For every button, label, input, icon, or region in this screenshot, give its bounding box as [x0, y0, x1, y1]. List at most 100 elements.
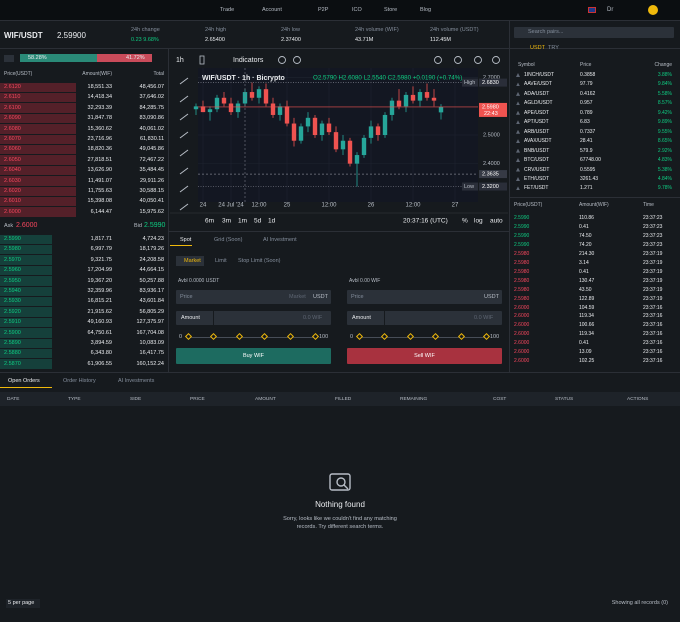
- user-avatar[interactable]: Dr: [607, 7, 614, 13]
- form-tab[interactable]: Spot: [180, 237, 192, 243]
- order-type[interactable]: Limit: [215, 258, 227, 264]
- amount-input[interactable]: [176, 311, 331, 325]
- slider-step[interactable]: [482, 332, 491, 341]
- order-amount: 32,359.96: [87, 288, 112, 294]
- favorite-icon[interactable]: [516, 186, 520, 191]
- sell-ratio-label: 41.72%: [126, 55, 145, 61]
- market-symbol[interactable]: APT/USDT: [524, 119, 549, 126]
- slider-step[interactable]: [184, 332, 193, 341]
- scale-option[interactable]: log: [474, 218, 483, 225]
- order-total: 48,456.07: [139, 84, 164, 90]
- market-tab[interactable]: TRY: [548, 45, 559, 51]
- slider-step[interactable]: [210, 332, 218, 341]
- nav-item[interactable]: P2P: [318, 7, 329, 13]
- market-price: 67748.00: [580, 157, 601, 164]
- order-price: 2.5990: [4, 236, 21, 242]
- view-toggle[interactable]: [4, 55, 14, 62]
- market-symbol[interactable]: BNB/USDT: [524, 147, 550, 154]
- nav-item[interactable]: ICO: [352, 7, 362, 13]
- slider-step[interactable]: [261, 332, 269, 341]
- market-symbol[interactable]: APE/USDT: [524, 109, 550, 116]
- x-tick-label: 26: [368, 203, 375, 209]
- orders-tab[interactable]: AI Investments: [118, 378, 155, 384]
- orders-tab[interactable]: Order History: [63, 378, 96, 384]
- slider-step[interactable]: [311, 332, 320, 341]
- indicators-button[interactable]: Indicators: [233, 57, 264, 64]
- market-symbol[interactable]: ETH/USDT: [524, 175, 549, 182]
- slider-step[interactable]: [432, 332, 440, 341]
- scale-option[interactable]: %: [462, 218, 468, 225]
- sell-button[interactable]: Sell WIF: [347, 348, 502, 364]
- table-column: TYPE: [68, 397, 81, 402]
- slider-step[interactable]: [406, 332, 414, 341]
- trade-amount: 13.09: [579, 349, 592, 356]
- per-page[interactable]: 5 per page: [8, 600, 35, 606]
- order-total: 83,090.86: [139, 115, 164, 122]
- order-amount: 18,551.33: [87, 84, 112, 90]
- trade-price: 2.5980: [514, 250, 530, 257]
- amount-select[interactable]: [176, 311, 214, 325]
- favorite-icon[interactable]: [516, 73, 520, 77]
- column-header: Amount(WIF): [579, 202, 609, 208]
- order-price: 2.6100: [4, 104, 21, 111]
- nav-item[interactable]: Account: [262, 7, 282, 13]
- search-box[interactable]: [514, 27, 674, 38]
- buy-button[interactable]: Buy WIF: [176, 348, 331, 364]
- range-button[interactable]: 3m: [222, 218, 231, 225]
- market-tab[interactable]: USDT: [530, 45, 545, 51]
- order-type[interactable]: Market: [184, 258, 201, 264]
- order-type[interactable]: Stop Limit (Soon): [238, 258, 281, 264]
- favorite-icon[interactable]: [516, 148, 520, 153]
- market-symbol[interactable]: AGLD/USDT: [524, 100, 553, 107]
- theme-toggle[interactable]: [648, 5, 658, 15]
- favorite-icon[interactable]: [516, 129, 520, 134]
- nav-item[interactable]: Blog: [420, 7, 432, 13]
- slider-step[interactable]: [235, 332, 243, 341]
- favorite-icon[interactable]: [516, 82, 520, 87]
- market-symbol[interactable]: ARB/USDT: [524, 128, 550, 135]
- language-flag[interactable]: [588, 7, 596, 13]
- column-header: Time: [643, 202, 654, 208]
- market-symbol[interactable]: 1INCH/USDT: [524, 72, 555, 78]
- orders-tab[interactable]: Open Orders: [8, 378, 40, 384]
- form-tab[interactable]: Grid (Soon): [214, 237, 243, 243]
- depth-row: [0, 296, 52, 307]
- favorite-icon[interactable]: [516, 139, 520, 144]
- market-symbol[interactable]: FET/USDT: [524, 185, 549, 192]
- range-button[interactable]: 6m: [205, 218, 214, 225]
- favorite-icon[interactable]: [516, 167, 520, 172]
- favorite-icon[interactable]: [516, 120, 520, 125]
- x-tick-label: 27: [452, 203, 459, 209]
- range-button[interactable]: 1d: [268, 218, 276, 225]
- slider-step[interactable]: [286, 332, 294, 341]
- market-symbol[interactable]: CRV/USDT: [524, 166, 550, 173]
- records-summary: Showing all records (0): [611, 600, 668, 606]
- input-unit: 0.0 WIF: [303, 315, 323, 321]
- market-symbol[interactable]: ADA/USDT: [524, 90, 550, 97]
- amount-input[interactable]: [347, 311, 502, 325]
- nav-item[interactable]: Trade: [220, 7, 235, 13]
- scale-option[interactable]: auto: [490, 218, 503, 225]
- favorite-icon[interactable]: [516, 91, 520, 96]
- order-total: 43,601.84: [139, 298, 164, 305]
- per-page-select[interactable]: [6, 599, 40, 608]
- nav-item[interactable]: Store: [384, 7, 398, 13]
- range-button[interactable]: 1m: [238, 218, 247, 225]
- tab-underline: [0, 387, 52, 388]
- amount-select[interactable]: [347, 311, 385, 325]
- price-input[interactable]: [176, 290, 331, 304]
- market-symbol[interactable]: AAVE/USDT: [524, 81, 552, 88]
- slider-step[interactable]: [457, 332, 465, 341]
- slider-step[interactable]: [381, 332, 389, 341]
- price-input[interactable]: [347, 290, 502, 304]
- range-button[interactable]: 5d: [254, 218, 262, 225]
- favorite-icon[interactable]: [516, 101, 520, 106]
- market-symbol[interactable]: BTC/USDT: [524, 157, 549, 164]
- favorite-icon[interactable]: [516, 176, 520, 181]
- trade-price: 2.6000: [514, 349, 530, 356]
- slider-step[interactable]: [355, 332, 364, 341]
- form-tab[interactable]: AI Investment: [263, 237, 297, 243]
- favorite-icon[interactable]: [516, 110, 520, 115]
- favorite-icon[interactable]: [516, 158, 520, 163]
- market-symbol[interactable]: AVAX/USDT: [524, 138, 552, 145]
